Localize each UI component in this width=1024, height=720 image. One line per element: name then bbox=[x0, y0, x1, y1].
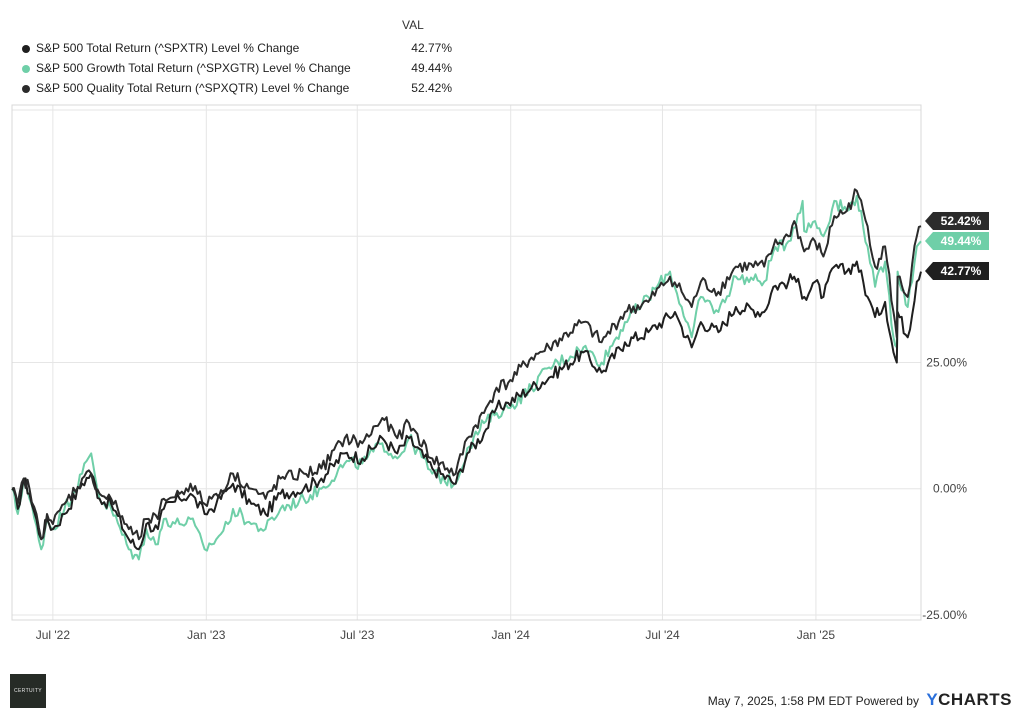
end-labels: 52.42% 49.44% 42.77% bbox=[925, 212, 989, 280]
end-label-text: 42.77% bbox=[941, 264, 982, 278]
end-label-text: 52.42% bbox=[941, 214, 982, 228]
logo-text: CERTUITY bbox=[13, 688, 43, 694]
legend-item-spxqtr[interactable]: S&P 500 Quality Total Return (^SPXQTR) L… bbox=[22, 80, 452, 100]
y-axis-ticks: -25.00% 0.00% 25.00% bbox=[922, 356, 967, 622]
x-tick-label: Jul '23 bbox=[340, 628, 375, 642]
y-tick-label: -25.00% bbox=[922, 608, 967, 622]
grid-lines bbox=[12, 105, 921, 620]
legend-label: S&P 500 Growth Total Return (^SPXGTR) Le… bbox=[36, 61, 351, 75]
legend-item-spxtr[interactable]: S&P 500 Total Return (^SPXTR) Level % Ch… bbox=[22, 40, 452, 60]
certuity-logo: CERTUITY bbox=[10, 674, 46, 708]
x-tick-label: Jan '25 bbox=[797, 628, 836, 642]
end-label-text: 49.44% bbox=[941, 234, 982, 248]
x-tick-label: Jul '24 bbox=[645, 628, 680, 642]
ycharts-logo-y: Y bbox=[926, 690, 939, 709]
x-tick-label: Jul '22 bbox=[36, 628, 71, 642]
legend-label: S&P 500 Quality Total Return (^SPXQTR) L… bbox=[36, 81, 350, 95]
legend-value: 49.44% bbox=[411, 61, 452, 75]
legend-dot-icon bbox=[22, 45, 30, 53]
end-label-tag bbox=[925, 262, 989, 280]
legend-dot-icon bbox=[22, 65, 30, 73]
y-tick-label: 25.00% bbox=[926, 356, 967, 370]
legend-item-spxgtr[interactable]: S&P 500 Growth Total Return (^SPXGTR) Le… bbox=[22, 60, 452, 80]
series-line-0 bbox=[11, 260, 922, 551]
legend-value-header: VAL bbox=[402, 18, 424, 32]
y-tick-label: 0.00% bbox=[933, 482, 967, 496]
x-tick-label: Jan '23 bbox=[187, 628, 226, 642]
x-tick-label: Jan '24 bbox=[492, 628, 531, 642]
plot-frame bbox=[11, 104, 922, 621]
powered-by-label: Powered by bbox=[855, 694, 919, 708]
line-chart: -25.00% 0.00% 25.00% Jul '22 Jan '23 Jul '23… bbox=[11, 104, 989, 642]
end-label-tag bbox=[925, 212, 989, 230]
end-label-tag bbox=[925, 232, 989, 250]
legend-dot-icon bbox=[22, 85, 30, 93]
legend-value: 52.42% bbox=[411, 81, 452, 95]
ycharts-logo-rest: CHARTS bbox=[938, 690, 1012, 709]
series-lines bbox=[11, 188, 922, 561]
end-label-2: 52.42% bbox=[925, 212, 989, 230]
footer: May 7, 2025, 1:58 PM EDT Powered by YCHA… bbox=[708, 690, 1012, 710]
ycharts-logo[interactable]: YCHARTS bbox=[926, 690, 1012, 709]
timestamp: May 7, 2025, 1:58 PM EDT bbox=[707, 694, 853, 708]
series-line-2 bbox=[11, 188, 922, 541]
legend-label: S&P 500 Total Return (^SPXTR) Level % Ch… bbox=[36, 41, 300, 55]
series-line-1 bbox=[11, 194, 922, 561]
end-label-0: 42.77% bbox=[925, 262, 989, 280]
legend-value: 42.77% bbox=[411, 41, 452, 55]
end-label-1: 49.44% bbox=[925, 232, 989, 250]
x-axis-ticks: Jul '22 Jan '23 Jul '23 Jan '24 Jul '24 Jan '… bbox=[36, 628, 836, 642]
